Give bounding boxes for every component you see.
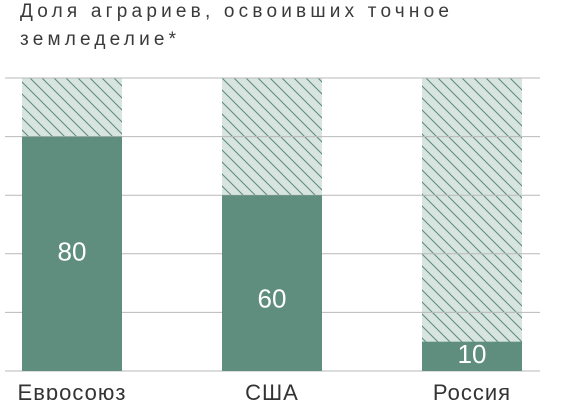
x-tick-label: Россия	[433, 380, 511, 400]
x-tick-label: Евросоюз	[18, 380, 127, 400]
bar	[222, 195, 322, 371]
bar	[22, 136, 122, 371]
data-label: 60	[258, 284, 287, 314]
bar	[422, 341, 522, 371]
x-tick-label: США	[245, 380, 299, 400]
data-label: 80	[58, 237, 87, 267]
data-label: 10	[458, 339, 487, 369]
bar-background	[422, 78, 522, 371]
chart-title: Доля аграриев, освоивших точное земледел…	[20, 1, 454, 50]
